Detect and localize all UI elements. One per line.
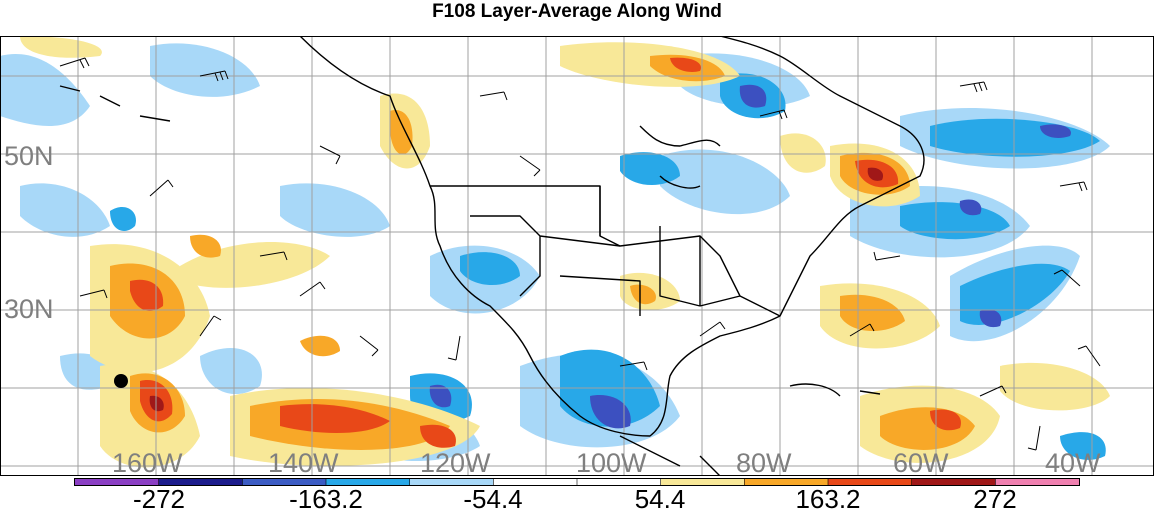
- colorbar-frame: [74, 478, 1080, 486]
- colorbar-tick-label: -272: [133, 484, 185, 511]
- colorbar-tick-label: -163.2: [289, 484, 363, 511]
- lon-label-100w: 100W: [576, 448, 647, 476]
- along-wind-fill: [0, 36, 1110, 468]
- lat-label-30n: 30N: [4, 294, 54, 324]
- colorbar-swatch: [158, 479, 243, 486]
- lat-label-50n: 50N: [4, 141, 54, 171]
- colorbar-swatch: [828, 479, 913, 486]
- colorbar-swatch: [493, 479, 578, 486]
- colorbar-swatch: [75, 479, 160, 486]
- colorbar: -272 -163.2 -54.4 54.4 163.2 272: [74, 478, 1080, 511]
- lon-label-80w: 80W: [736, 448, 792, 476]
- colorbar-swatch: [242, 479, 327, 486]
- colorbar-swatch: [577, 479, 662, 486]
- lon-label-40w: 40W: [1045, 448, 1101, 476]
- colorbar-swatch: [995, 479, 1080, 486]
- lon-label-120w: 120W: [420, 448, 491, 476]
- map-title: F108 Layer-Average Along Wind: [432, 1, 722, 22]
- lon-label-140w: 140W: [268, 448, 339, 476]
- colorbar-tick-label: -54.4: [463, 484, 522, 511]
- station-dot: [114, 374, 128, 388]
- colorbar-tick-label: 54.4: [635, 484, 686, 511]
- coastlines: [59, 36, 925, 476]
- colorbar-tick-label: 272: [973, 484, 1016, 511]
- wind-barbs: [59, 57, 1101, 451]
- colorbar-swatch: [744, 479, 829, 486]
- colorbar-swatch: [409, 479, 494, 486]
- colorbar-tick-label: 163.2: [795, 484, 860, 511]
- lon-label-60w: 60W: [893, 448, 949, 476]
- colorbar-swatch: [911, 479, 996, 486]
- colorbar-swatch: [326, 479, 411, 486]
- colorbar-swatches: [75, 479, 1080, 486]
- colorbar-swatch: [660, 479, 745, 486]
- wind-map: 50N 30N 160W 140W 120W 100W 80W 60W 40W: [0, 36, 1154, 476]
- graticule: [0, 36, 1154, 476]
- lon-label-160w: 160W: [112, 448, 183, 476]
